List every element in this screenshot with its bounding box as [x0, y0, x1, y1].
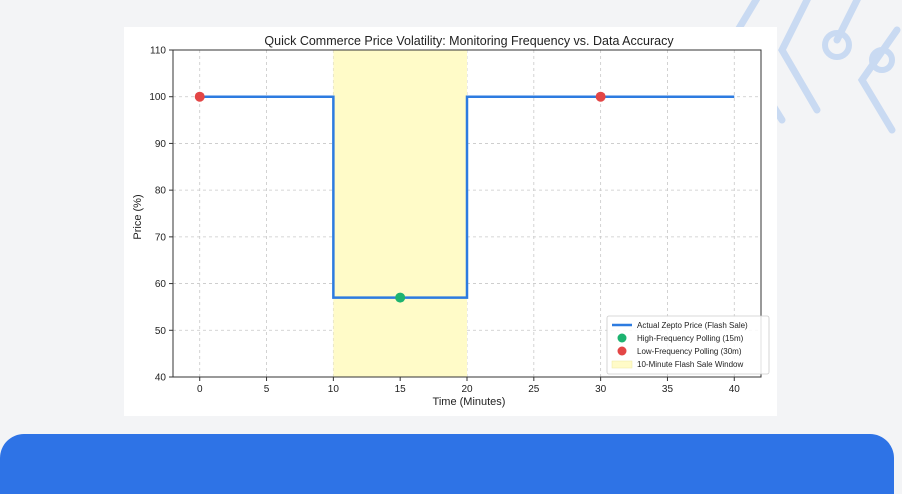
flash-sale-window-region: [333, 50, 467, 377]
high-frequency-point: [395, 292, 406, 303]
x-tick-label: 15: [395, 384, 407, 395]
actual-price-line: [199, 95, 735, 299]
x-tick-label: 25: [528, 384, 540, 395]
legend-label-window: 10-Minute Flash Sale Window: [637, 360, 743, 369]
y-axis-label: Price (%): [132, 194, 144, 239]
legend-swatch-high: [617, 333, 627, 343]
legend-label-actual: Actual Zepto Price (Flash Sale): [637, 321, 748, 330]
y-tick-label: 60: [155, 279, 167, 290]
price-volatility-chart: 0 5 10 15 20 25 30 35 40 40 50 60 70 80 90 100 110 Quick…: [132, 34, 770, 408]
y-tick-label: 100: [149, 92, 166, 103]
x-tick-label: 10: [328, 384, 340, 395]
legend-swatch-low: [617, 346, 627, 356]
low-frequency-point: [595, 91, 606, 102]
legend-label-low: Low-Frequency Polling (30m): [637, 347, 742, 356]
x-tick-label: 20: [461, 384, 473, 395]
x-tick-label: 0: [197, 384, 203, 395]
chart-panel: 0 5 10 15 20 25 30 35 40 40 50 60 70 80 90 100 110 Quick…: [124, 27, 777, 416]
x-axis-label: Time (Minutes): [433, 396, 506, 408]
legend-box: [606, 315, 770, 375]
chart-title: Quick Commerce Price Volatility: Monitor…: [264, 34, 674, 48]
bottom-banner: [0, 434, 894, 494]
shaded-region-layer: [333, 50, 467, 377]
series-layer: [194, 91, 735, 303]
legend-label-high: High-Frequency Polling (15m): [637, 334, 744, 343]
y-tick-label: 110: [150, 46, 166, 57]
legend: Actual Zepto Price (Flash Sale) High-Fre…: [606, 315, 770, 375]
y-tick-label: 70: [155, 232, 167, 243]
x-tick-label: 35: [662, 384, 674, 395]
y-tick-label: 80: [155, 186, 167, 197]
x-tick-label: 30: [595, 384, 607, 395]
legend-swatch-window: [611, 360, 633, 369]
low-frequency-point: [194, 91, 205, 102]
y-tick-label: 90: [155, 139, 167, 150]
axes-layer: 0 5 10 15 20 25 30 35 40 40 50 60 70 80 90 100 110: [149, 46, 762, 395]
x-tick-label: 40: [729, 384, 741, 395]
y-tick-label: 40: [155, 373, 167, 384]
x-tick-label: 5: [264, 384, 270, 395]
y-tick-label: 50: [155, 326, 167, 337]
